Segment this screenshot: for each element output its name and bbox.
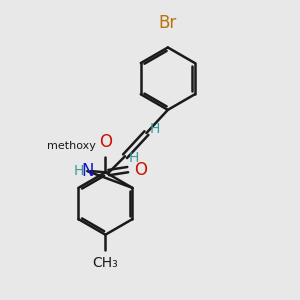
Text: O: O: [99, 134, 112, 152]
Text: H: H: [74, 164, 84, 178]
Text: H: H: [129, 151, 139, 165]
Text: H: H: [150, 122, 160, 136]
Text: Br: Br: [159, 14, 177, 32]
Text: methoxy: methoxy: [47, 142, 96, 152]
Text: N: N: [82, 162, 94, 180]
Text: CH₃: CH₃: [92, 256, 118, 270]
Text: O: O: [134, 160, 148, 178]
